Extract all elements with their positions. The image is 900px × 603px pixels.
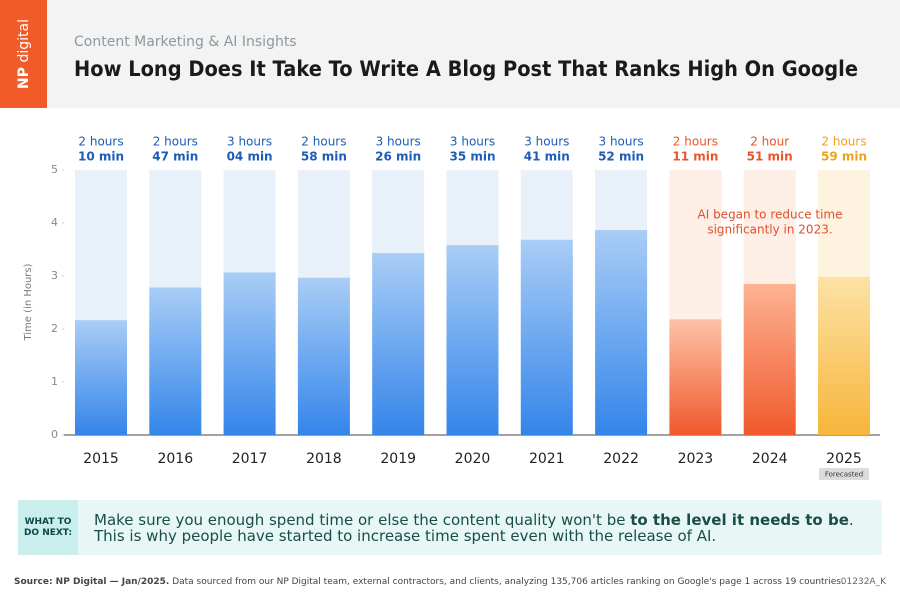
value-label: 3 hours: [524, 135, 569, 149]
bar: [669, 319, 722, 435]
value-label: 47 min: [152, 150, 198, 164]
value-label: 11 min: [672, 150, 718, 164]
bar: [743, 283, 796, 435]
x-tick-label: 2025: [826, 451, 862, 467]
message-part: Make sure you enough spend time or else …: [94, 511, 631, 529]
logo-text: NP digital: [16, 19, 32, 89]
value-label: 2 hours: [821, 135, 866, 149]
bar: [75, 320, 127, 435]
bar: [520, 239, 573, 435]
y-tick-label: 3: [51, 269, 58, 282]
callout-message: Make sure you enough spend time or else …: [94, 512, 874, 544]
logo: [0, 0, 47, 108]
value-label: 2 hours: [153, 135, 198, 149]
value-label: 58 min: [301, 150, 347, 164]
bar: [223, 272, 276, 435]
value-label: 2 hours: [673, 135, 718, 149]
value-label: 59 min: [821, 150, 867, 164]
kicker: Content Marketing & AI Insights: [74, 34, 297, 50]
value-label: 35 min: [449, 150, 495, 164]
annotation: AI began to reduce time: [698, 208, 843, 222]
badge: Forecasted: [825, 471, 863, 479]
bar: [595, 230, 648, 435]
x-tick-label: 2020: [455, 451, 491, 467]
callout: WHAT TO DO NEXT: Make sure you enough spe…: [18, 500, 882, 555]
y-tick-label: 1: [51, 375, 58, 388]
annotation: significantly in 2023.: [707, 223, 832, 237]
y-axis-label: Time (in Hours): [23, 263, 34, 341]
badge-bg: [819, 468, 869, 480]
value-label: 2 hour: [750, 135, 789, 149]
x-tick-label: 2021: [529, 451, 565, 467]
callout-label: WHAT TO DO NEXT:: [18, 500, 78, 555]
bar: [372, 253, 425, 435]
x-tick-label: 2019: [380, 451, 416, 467]
value-label: 41 min: [524, 150, 570, 164]
y-tick-label: 2: [51, 322, 58, 335]
x-tick-label: 2017: [232, 451, 268, 467]
logo-np: NP: [16, 67, 32, 89]
header-band: [0, 0, 900, 108]
bar: [818, 276, 870, 435]
x-tick-label: 2024: [752, 451, 788, 467]
bar: [446, 245, 499, 435]
y-tick-label: 5: [51, 163, 58, 176]
value-label: 26 min: [375, 150, 421, 164]
callout-label-line: DO NEXT:: [23, 527, 73, 538]
x-tick-label: 2022: [603, 451, 639, 467]
value-label: 2 hours: [301, 135, 346, 149]
message-part: . This is why people have started to inc…: [94, 511, 854, 545]
x-tick-label: 2018: [306, 451, 342, 467]
y-tick-label: 0: [51, 428, 58, 441]
code: 01232A_K: [840, 577, 886, 587]
bar: [149, 287, 202, 435]
value-label: 52 min: [598, 150, 644, 164]
value-label: 04 min: [227, 150, 273, 164]
message-emphasis: to the level it needs to be: [630, 511, 849, 529]
value-label: 2 hours: [78, 135, 123, 149]
value-label: 51 min: [747, 150, 793, 164]
callout-label-line: WHAT TO: [24, 516, 72, 527]
footer: Source: NP Digital — Jan/2025. Data sour…: [14, 577, 884, 587]
bar: [297, 277, 350, 435]
value-label: 10 min: [78, 150, 124, 164]
value-label: 3 hours: [599, 135, 644, 149]
x-tick-label: 2023: [678, 451, 714, 467]
logo-digital: digital: [16, 19, 32, 63]
x-tick-label: 2015: [83, 451, 119, 467]
y-tick-label: 4: [51, 216, 58, 229]
x-tick-label: 2016: [157, 451, 193, 467]
source: Source: NP Digital — Jan/2025.: [14, 577, 170, 587]
value-label: 3 hours: [376, 135, 421, 149]
source-note: Data sourced from our NP Digital team, e…: [169, 577, 844, 587]
title: How Long Does It Take To Write A Blog Po…: [74, 57, 858, 81]
value-label: 3 hours: [227, 135, 272, 149]
value-label: 3 hours: [450, 135, 495, 149]
